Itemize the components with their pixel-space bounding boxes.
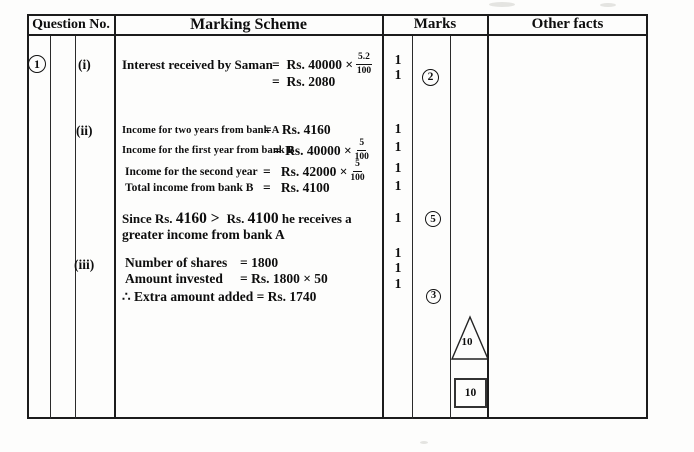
part-ii-total: 5 <box>430 212 436 225</box>
conclusion-seg2: Rs. <box>223 211 248 226</box>
mark-i-1: 1 <box>394 52 402 67</box>
box-total-value: 10 <box>464 387 477 399</box>
scan-artifact <box>420 441 428 444</box>
conclusion-seg1: Since Rs. <box>122 211 176 226</box>
mark-iii-3: 1 <box>394 276 402 291</box>
header-question-no: Question No. <box>27 15 115 34</box>
grid-line <box>412 36 413 419</box>
box-total: 10 <box>454 378 487 408</box>
grid-line <box>75 36 76 419</box>
part-iii-total-circle: 3 <box>426 289 441 304</box>
header-other-facts: Other facts <box>487 15 648 34</box>
conclusion-seg3: he receives a <box>278 211 352 226</box>
scheme-iii-line2: Amount invested = Rs. 1800 × 50 <box>125 271 328 287</box>
scheme-ii-line1: Income for two years from bank A = Rs. 41… <box>122 122 331 138</box>
greater-than-sign: > <box>206 210 224 227</box>
fraction-denominator: 100 <box>354 151 369 162</box>
scheme-ii-line2: Income for the first year from bank B = R… <box>122 138 369 162</box>
scheme-iii-line2-value: = Rs. 1800 × 50 <box>240 271 328 286</box>
triangle-total <box>450 315 490 361</box>
fraction: 5 100 <box>354 138 369 162</box>
scheme-iii-line1-value: = 1800 <box>240 255 279 270</box>
header-marking-scheme: Marking Scheme <box>115 15 382 34</box>
header-underline <box>27 34 648 36</box>
scheme-ii-line3: Income for the second year = Rs. 42000 × 5… <box>125 159 365 183</box>
part-iii-total: 3 <box>430 290 437 302</box>
part-iii-label: (iii) <box>74 257 95 272</box>
question-number-circle: 1 <box>28 55 46 73</box>
scheme-ii-line3-eq: = Rs. 42000 × <box>263 163 348 179</box>
fraction-numerator: 5 <box>357 138 367 151</box>
scheme-ii-line2-eq: = Rs. 40000 × <box>274 142 352 158</box>
fraction: 5 100 <box>350 159 365 183</box>
question-number: 1 <box>34 57 40 71</box>
fraction-denominator: 100 <box>350 172 365 183</box>
part-i-label: (i) <box>78 57 91 72</box>
scheme-i-line1-eq: = Rs. 40000 × <box>272 56 354 72</box>
scheme-ii-line4-value: = Rs. 4100 <box>263 180 330 195</box>
mark-ii-1: 1 <box>394 121 402 136</box>
scheme-i-line1: Interest received by Saman = Rs. 40000 × 5… <box>122 52 372 76</box>
mark-iii-2: 1 <box>394 260 402 275</box>
header-question-no-label: Question No. <box>32 16 110 32</box>
part-ii-label: (ii) <box>76 123 93 138</box>
scheme-ii-line2-label: Income for the first year from bank B <box>122 145 295 156</box>
scheme-iii-line2-label: Amount invested <box>125 271 223 286</box>
triangle-total-value: 10 <box>461 336 473 348</box>
part-i-total: 2 <box>427 70 434 83</box>
scheme-ii-line4: Total income from bank B = Rs. 4100 <box>125 180 330 196</box>
mark-i-2: 1 <box>394 67 402 82</box>
grid-line <box>114 14 116 419</box>
scheme-ii-conclusion-line1: Since Rs. 4160 > Rs. 4100 he receives a <box>122 210 352 228</box>
grid-line <box>450 36 451 419</box>
triangle-icon <box>450 315 490 360</box>
scan-artifact <box>600 3 616 7</box>
mark-ii-conclusion: 1 <box>394 210 402 225</box>
grid-line <box>382 14 384 419</box>
mark-ii-4: 1 <box>394 178 402 193</box>
scheme-iii-line1: Number of shares = 1800 <box>125 255 278 271</box>
part-i-total-circle: 2 <box>422 69 439 86</box>
header-other-facts-label: Other facts <box>531 16 604 32</box>
mark-ii-3: 1 <box>394 160 402 175</box>
scheme-iii-line1-label: Number of shares <box>125 255 228 270</box>
mark-ii-2: 1 <box>394 139 402 154</box>
header-marking-scheme-label: Marking Scheme <box>190 15 307 33</box>
header-marks-label: Marks <box>413 16 457 32</box>
scheme-ii-line3-label: Income for the second year <box>125 165 258 178</box>
fraction: 5.2 100 <box>356 52 372 76</box>
fraction-numerator: 5 <box>353 159 362 172</box>
scan-artifact <box>489 2 515 7</box>
mark-iii-1: 1 <box>394 245 402 260</box>
conclusion-num2: 4100 <box>247 210 279 227</box>
scheme-i-line1-label: Interest received by Saman <box>122 56 273 72</box>
scheme-ii-conclusion-line2: greater income from bank A <box>122 227 285 242</box>
scheme-ii-line1-value: = Rs. 4160 <box>264 122 331 137</box>
scheme-ii-line1-label: Income for two years from bank A <box>122 124 280 136</box>
grid-line <box>50 36 51 419</box>
fraction-denominator: 100 <box>356 65 372 76</box>
header-marks: Marks <box>383 15 487 34</box>
scheme-i-line2: = Rs. 2080 <box>272 74 336 89</box>
table-border <box>27 14 648 419</box>
conclusion-num1: 4160 <box>175 210 207 227</box>
scheme-ii-line4-label: Total income from bank B <box>125 182 254 194</box>
fraction-numerator: 5.2 <box>356 52 372 65</box>
part-ii-total-circle: 5 <box>425 211 441 227</box>
scheme-iii-line3: ∴ Extra amount added = Rs. 1740 <box>122 289 317 304</box>
grid-line <box>487 14 489 419</box>
